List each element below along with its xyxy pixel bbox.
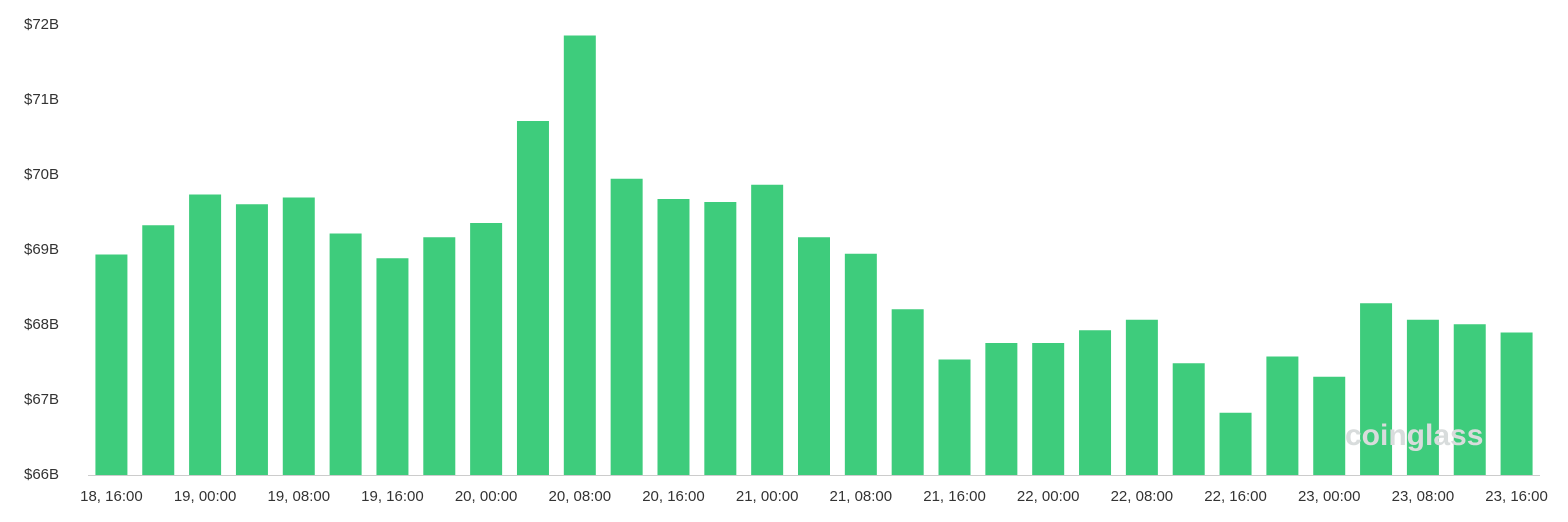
bar: [1360, 303, 1393, 475]
x-tick-label: 19, 16:00: [361, 488, 424, 505]
bar: [563, 35, 596, 475]
x-tick-label: 18, 16:00: [80, 488, 143, 505]
bar: [938, 359, 971, 475]
x-tick-label: 22, 08:00: [1111, 488, 1174, 505]
x-tick-label: 23, 16:00: [1485, 488, 1548, 505]
bar: [891, 309, 924, 475]
bar: [1079, 330, 1112, 475]
x-tick-label: 22, 16:00: [1204, 488, 1267, 505]
bar: [657, 199, 690, 475]
x-tick-label: 23, 00:00: [1298, 488, 1361, 505]
x-tick-label: 19, 08:00: [267, 488, 330, 505]
x-tick-label: 20, 16:00: [642, 488, 705, 505]
x-tick-label: 22, 00:00: [1017, 488, 1080, 505]
bar: [1406, 319, 1439, 475]
bar: [1500, 332, 1533, 475]
x-tick-label: 20, 00:00: [455, 488, 518, 505]
bar: [329, 233, 362, 475]
y-tick-label: $66B: [24, 466, 59, 483]
x-tick-label: 19, 00:00: [174, 488, 237, 505]
watermark: coinglass: [1345, 419, 1483, 452]
bar: [1313, 376, 1346, 475]
bar: [1172, 363, 1205, 475]
bar: [1453, 324, 1486, 475]
bar: [985, 343, 1018, 475]
bar: [610, 178, 643, 475]
bar: [1125, 319, 1158, 475]
x-tick-label: 21, 08:00: [830, 488, 893, 505]
bar: [704, 202, 737, 475]
y-tick-label: $72B: [24, 16, 59, 33]
bar: [1032, 343, 1065, 475]
bar: [516, 121, 549, 475]
bar: [1219, 412, 1252, 475]
bar: [95, 254, 128, 475]
x-tick-label: 21, 16:00: [923, 488, 986, 505]
bar: [751, 184, 784, 475]
bar: [798, 237, 830, 475]
bar: [423, 237, 456, 475]
bar: [844, 253, 877, 475]
bar: [1266, 356, 1299, 475]
bar: [376, 258, 409, 475]
y-tick-label: $71B: [24, 91, 59, 108]
y-tick-label: $70B: [24, 166, 59, 183]
bar: [142, 225, 175, 475]
x-tick-label: 23, 08:00: [1392, 488, 1455, 505]
x-tick-label: 21, 00:00: [736, 488, 799, 505]
y-tick-label: $67B: [24, 391, 59, 408]
bar: [282, 197, 315, 475]
bar: [235, 204, 268, 475]
y-tick-label: $69B: [24, 241, 59, 258]
bar: [189, 194, 222, 475]
y-tick-label: $68B: [24, 316, 59, 333]
x-tick-label: 20, 08:00: [549, 488, 612, 505]
bar: [470, 223, 503, 475]
